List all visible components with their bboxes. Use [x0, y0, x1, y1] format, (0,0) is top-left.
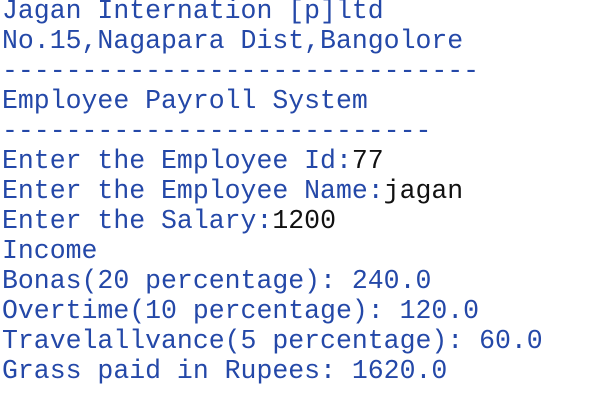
output-line: Travelallvance(5 percentage): 60.0 — [2, 326, 543, 356]
header-line: Jagan Internation [p]ltd — [2, 0, 384, 26]
output-text: Grass paid in Rupees: 1620.0 — [2, 356, 448, 386]
header-text: Employee Payroll System — [2, 86, 368, 116]
user-input: jagan — [383, 176, 464, 206]
output-text: Overtime(10 percentage): 120.0 — [2, 296, 480, 326]
input-line: Enter the Employee Id:77 — [2, 146, 384, 176]
prompt-text: Enter the Employee Id: — [2, 146, 352, 176]
user-input: 1200 — [272, 206, 336, 236]
header-text: Jagan Internation [p]ltd — [2, 0, 384, 26]
output-text: Travelallvance(5 percentage): 60.0 — [2, 326, 543, 356]
header-line: --------------------------- — [2, 116, 431, 146]
header-text: No.15,Nagapara Dist,Bangolore — [2, 26, 464, 56]
user-input: 77 — [351, 146, 384, 176]
header-text: ------------------------------ — [2, 56, 480, 86]
input-line: Enter the Salary:1200 — [2, 206, 336, 236]
output-text: Income — [2, 236, 98, 266]
prompt-text: Enter the Employee Name: — [2, 176, 384, 206]
output-line: Bonas(20 percentage): 240.0 — [2, 266, 431, 296]
output-line: Overtime(10 percentage): 120.0 — [2, 296, 479, 326]
header-text: --------------------------- — [2, 116, 432, 146]
prompt-text: Enter the Salary: — [2, 206, 273, 236]
output-line: Grass paid in Rupees: 1620.0 — [2, 356, 447, 386]
output-line: Income — [2, 236, 97, 266]
header-line: ------------------------------ — [2, 56, 479, 86]
header-line: No.15,Nagapara Dist,Bangolore — [2, 26, 463, 56]
output-text: Bonas(20 percentage): 240.0 — [2, 266, 432, 296]
input-line: Enter the Employee Name:jagan — [2, 176, 463, 206]
header-line: Employee Payroll System — [2, 86, 368, 116]
